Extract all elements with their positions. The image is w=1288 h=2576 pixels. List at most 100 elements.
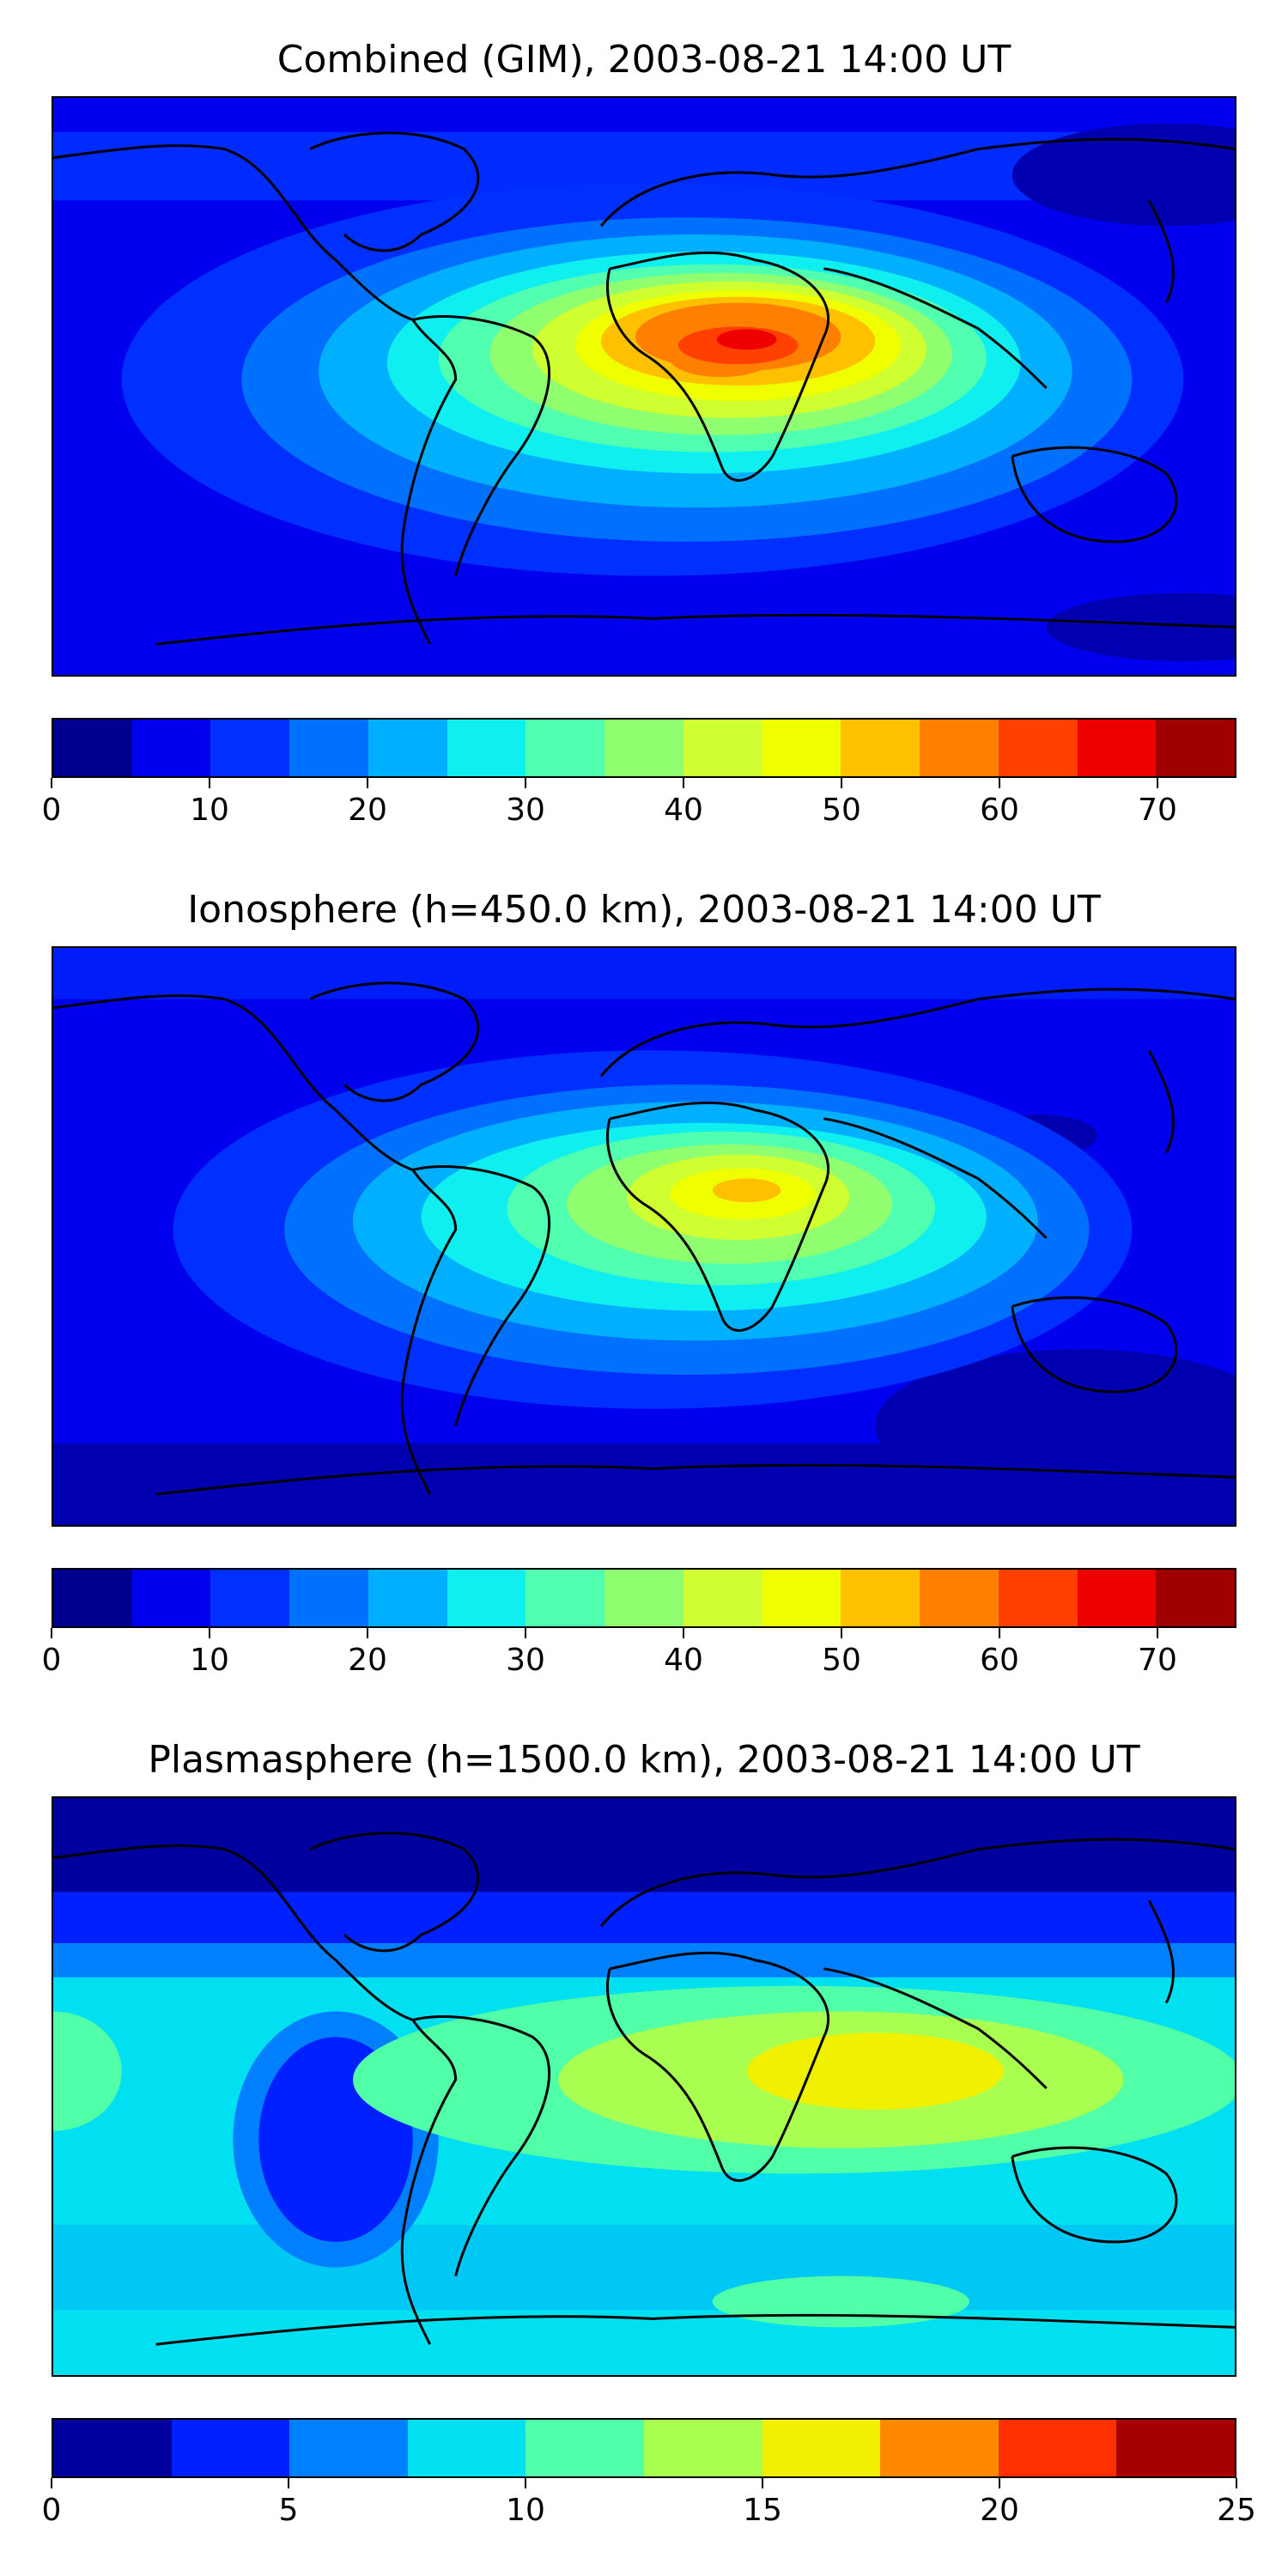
colorbar-segment: [368, 720, 447, 776]
colorbar-tick-mark: [51, 1628, 52, 1638]
panel-1-map: [52, 96, 1236, 677]
colorbar-tick-label: 60: [980, 1643, 1019, 1678]
colorbar-tick-mark: [841, 778, 842, 788]
panel-2-map: [52, 946, 1236, 1527]
colorbar-tick-mark: [1157, 1628, 1158, 1638]
colorbar-segment: [920, 1570, 999, 1626]
panel-2-title: Ionosphere (h=450.0 km), 2003-08-21 14:0…: [187, 888, 1101, 932]
panel-3-colorbar-ticks: 0 5 10 15 20 25: [42, 2478, 1256, 2530]
panel-1-tec-map: [53, 98, 1235, 675]
colorbar-tick-label: 20: [348, 793, 387, 828]
colorbar-segment: [210, 1570, 290, 1626]
colorbar-tick-mark: [209, 778, 210, 788]
colorbar-segment: [447, 1570, 526, 1626]
colorbar-tick-label: 40: [664, 1643, 703, 1678]
colorbar-tick-mark: [683, 778, 684, 788]
colorbar-tick-mark: [999, 778, 1000, 788]
colorbar-segment: [683, 1570, 762, 1626]
colorbar-segment: [880, 2420, 999, 2476]
colorbar-tick-mark: [999, 1628, 1000, 1638]
panel-2-tec-map: [53, 948, 1235, 1525]
colorbar-segment: [841, 720, 920, 776]
colorbar-tick-mark: [841, 1628, 842, 1638]
colorbar-segment: [920, 720, 999, 776]
colorbar-segment: [762, 720, 841, 776]
panel-2-colorbar-ticks: 0 10 20 30 40 50 60 70: [42, 1628, 1236, 1680]
colorbar-tick-mark: [525, 778, 526, 788]
colorbar-tick-label: 60: [980, 793, 1019, 828]
colorbar-tick-mark: [1236, 2478, 1237, 2488]
colorbar-tick-mark: [51, 778, 52, 788]
colorbar-tick-label: 0: [41, 793, 62, 828]
colorbar-segment: [1077, 720, 1157, 776]
colorbar-tick-mark: [209, 1628, 210, 1638]
colorbar-segment: [605, 720, 683, 776]
colorbar-tick-label: 20: [348, 1643, 387, 1678]
colorbar-segment: [289, 720, 368, 776]
panel-1-title: Combined (GIM), 2003-08-21 14:00 UT: [276, 38, 1012, 82]
panel-3-title: Plasmasphere (h=1500.0 km), 2003-08-21 1…: [148, 1738, 1140, 1782]
colorbar-segment: [1116, 2420, 1235, 2476]
colorbar-tick-label: 10: [506, 2493, 545, 2528]
colorbar-segment: [998, 2420, 1117, 2476]
colorbar-tick-mark: [525, 2478, 526, 2488]
panel-3-colorbar: [52, 2418, 1236, 2478]
colorbar-segment: [643, 2420, 762, 2476]
panel-2-coastlines: [53, 981, 1235, 1496]
panel-1-colorbar-ticks: 0 10 20 30 40 50 60 70: [42, 778, 1236, 829]
colorbar-tick-mark: [288, 2478, 289, 2488]
colorbar-segment: [53, 720, 132, 776]
panel-2-colorbar: [52, 1568, 1236, 1628]
colorbar-tick-label: 0: [41, 2493, 62, 2528]
colorbar-tick-mark: [999, 2478, 1000, 2488]
colorbar-segment: [368, 1570, 447, 1626]
colorbar-segment: [526, 1570, 605, 1626]
colorbar-segment: [526, 720, 605, 776]
colorbar-segment: [998, 1570, 1078, 1626]
colorbar-tick-mark: [51, 2478, 52, 2488]
colorbar-tick-label: 5: [278, 2493, 299, 2528]
panel-1-coastlines: [53, 131, 1235, 646]
colorbar-tick-mark: [762, 2478, 763, 2488]
colorbar-segment: [762, 2420, 881, 2476]
colorbar-segment: [447, 720, 526, 776]
panel-3-coastlines: [53, 1832, 1235, 2346]
panel-3-map: [52, 1796, 1236, 2377]
colorbar-segment: [171, 2420, 290, 2476]
colorbar-segment: [289, 1570, 368, 1626]
colorbar-segment: [998, 720, 1078, 776]
colorbar-tick-label: 30: [506, 793, 545, 828]
colorbar-tick-label: 30: [506, 1643, 545, 1678]
colorbar-tick-label: 20: [980, 2493, 1019, 2528]
colorbar-segment: [210, 720, 290, 776]
colorbar-tick-mark: [683, 1628, 684, 1638]
colorbar-tick-mark: [1157, 778, 1158, 788]
colorbar-segment: [53, 1570, 132, 1626]
colorbar-tick-label: 40: [664, 793, 703, 828]
colorbar-segment: [762, 1570, 841, 1626]
colorbar-tick-mark: [367, 1628, 368, 1638]
colorbar-tick-label: 70: [1138, 1643, 1177, 1678]
colorbar-tick-label: 10: [190, 793, 229, 828]
colorbar-tick-label: 0: [41, 1643, 62, 1678]
panel-1-colorbar: [52, 718, 1236, 778]
colorbar-segment: [1156, 1570, 1236, 1626]
colorbar-tick-label: 15: [743, 2493, 782, 2528]
colorbar-segment: [1156, 720, 1236, 776]
colorbar-tick-mark: [367, 778, 368, 788]
colorbar-segment: [407, 2420, 526, 2476]
colorbar-tick-label: 10: [190, 1643, 229, 1678]
colorbar-segment: [683, 720, 762, 776]
panel-3-tec-map: [53, 1798, 1235, 2375]
colorbar-tick-mark: [525, 1628, 526, 1638]
colorbar-segment: [131, 720, 211, 776]
colorbar-tick-label: 70: [1138, 793, 1177, 828]
colorbar-tick-label: 25: [1217, 2493, 1256, 2528]
colorbar-segment: [53, 2420, 172, 2476]
colorbar-segment: [605, 1570, 683, 1626]
colorbar-segment: [841, 1570, 920, 1626]
colorbar-segment: [131, 1570, 211, 1626]
colorbar-tick-label: 50: [822, 793, 861, 828]
colorbar-segment: [1077, 1570, 1157, 1626]
colorbar-segment: [289, 2420, 408, 2476]
